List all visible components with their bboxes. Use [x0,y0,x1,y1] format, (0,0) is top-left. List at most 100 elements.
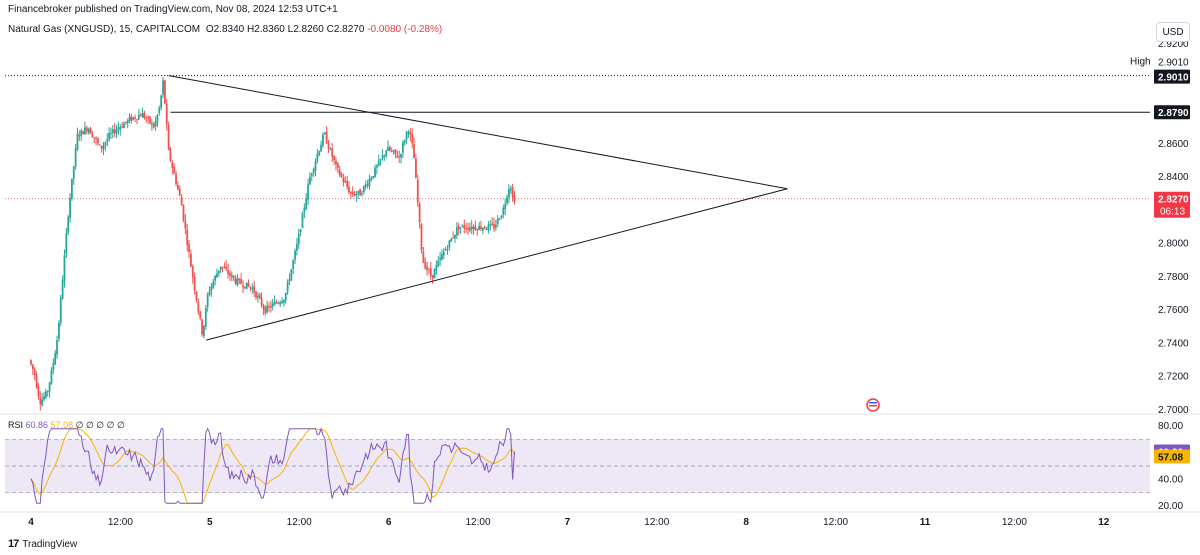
candle-body [346,180,349,187]
candle-body [415,158,417,178]
candle-body [230,275,233,277]
candle-body [43,396,45,400]
candle-body [63,255,66,282]
candle-body [394,149,397,154]
candle-body [149,116,151,124]
candle-body [52,363,55,370]
candle-body [262,305,265,309]
tradingview-logo: 17 [8,538,19,550]
close-value: 2.8270 [333,24,365,35]
candle-body [221,266,224,268]
time-tick-label: 6 [386,517,392,528]
candle-body [57,322,60,339]
candle-body [435,265,438,271]
candle-body [364,184,367,187]
candle-body [33,368,36,376]
rsi-ma-badge: 57.08 [1158,453,1183,464]
change-value: -0.0080 (-0.28%) [367,24,443,35]
candle-body [100,145,103,149]
price-tick-label: 2.7200 [1158,372,1189,383]
candle-body [478,225,481,230]
candle-body [203,325,205,336]
candle-body [405,131,408,140]
currency-button[interactable]: USD [1156,22,1190,42]
candle-body [390,150,393,152]
candle-body [141,113,144,118]
candle-body [234,278,237,284]
time-tick-label: 8 [743,517,749,528]
candle-body [219,266,222,270]
candle-body [467,227,469,230]
candle-body [123,123,125,129]
candle-body [396,155,399,158]
candle-body [344,180,347,183]
candle-body [184,220,187,229]
candle-body [353,193,356,196]
high-label: H [247,24,255,35]
candle-body [128,117,131,121]
candle-body [255,291,257,298]
candle-body [137,114,140,120]
candle-body [372,176,375,178]
candle-body [111,129,114,133]
triangle-lower-trendline[interactable] [206,188,788,341]
candle-body [258,294,261,299]
candle-body [402,142,404,153]
candle-body [387,146,389,151]
candle-body [152,123,155,128]
candle-body [167,124,170,150]
candle-body [439,258,441,260]
candle-body [76,133,79,150]
candle-body [286,281,289,292]
candle-body [35,374,38,388]
candle-body [238,279,241,281]
price-tick-label: 2.7000 [1158,405,1189,416]
candle-body [448,240,451,248]
candle-body [303,207,306,213]
candle-body [481,228,484,231]
countdown-label: 06:13 [1160,207,1185,218]
candle-body [177,184,179,190]
candle-body [340,173,343,177]
candle-body [59,297,62,324]
candle-body [216,273,218,278]
candle-body [507,188,510,198]
candle-body [309,176,311,185]
candle-body [130,116,133,121]
rsi-label: RSI [8,420,24,430]
candle-body [232,275,235,279]
candle-body [294,250,296,260]
candle-body [97,138,99,144]
high-label: High [1130,57,1151,68]
candle-body [41,399,44,406]
candle-body [206,294,209,307]
candle-body [513,195,516,202]
candle-body [95,138,97,140]
candle-body [463,225,466,229]
candle-body [504,203,507,210]
candle-body [320,144,322,152]
candle-body [281,301,283,303]
candle-body [251,287,254,290]
candle-body [236,278,239,285]
close-label: C [326,24,334,35]
candle-body [169,148,172,161]
candle-body [392,150,395,152]
price-tick-label: 2.8000 [1158,239,1189,250]
candle-body [80,130,83,136]
candle-body [191,266,194,278]
triangle-upper-trendline[interactable] [168,75,788,190]
candle-body [491,223,494,225]
candle-body [158,107,161,114]
candle-body [316,154,319,162]
candle-body [509,188,512,190]
price-tick-label: 2.8600 [1158,139,1189,150]
candle-body [253,286,256,293]
candle-body [110,132,112,134]
time-tick-label: 7 [565,517,571,528]
candle-body [173,166,176,174]
candle-body [74,147,77,167]
candle-body [271,303,274,307]
candle-body [136,119,138,121]
